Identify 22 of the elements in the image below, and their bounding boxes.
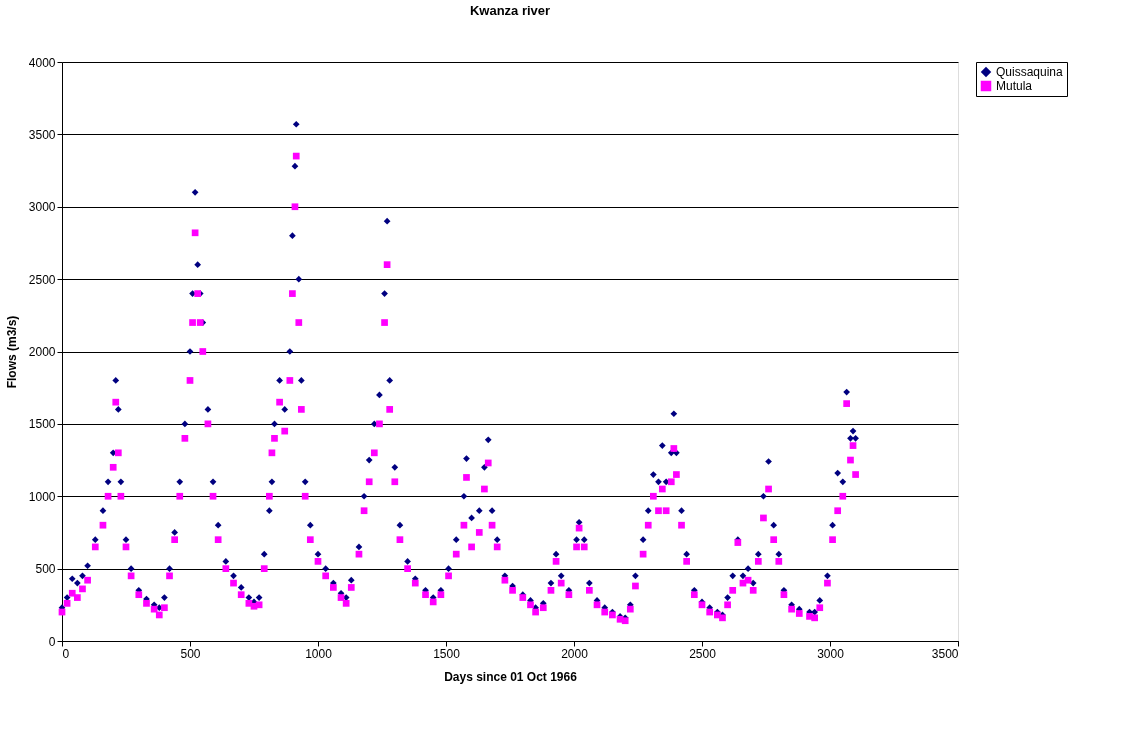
x-tick-label: 500	[180, 646, 201, 661]
y-tick-label: 2000	[28, 345, 56, 359]
legend-label: Quissaquina	[996, 65, 1064, 79]
y-tick-label: 2500	[28, 272, 56, 287]
y-tick-label: 500	[35, 562, 56, 577]
x-tick-label: 0	[62, 646, 70, 661]
x-tick-label: 1500	[433, 646, 461, 661]
y-tick-label: 4000	[28, 55, 56, 70]
x-axis-title: Days since 01 Oct 1966	[444, 669, 578, 684]
legend-label: Mutula	[996, 79, 1033, 93]
y-tick-label: 3500	[28, 127, 56, 142]
x-tick-label: 2000	[561, 646, 589, 661]
x-tick-label: 2500	[689, 646, 717, 661]
y-axis-title: Flows (m3/s)	[4, 315, 19, 389]
y-tick-label: 1500	[28, 417, 56, 432]
y-tick-label: 0	[48, 634, 56, 649]
x-tick-label: 1000	[305, 646, 333, 661]
x-tick-label: 3000	[817, 646, 845, 661]
y-tick-label: 1000	[28, 489, 56, 504]
chart-title: Kwanza river	[469, 3, 551, 18]
x-tick-label: 3500	[931, 646, 959, 661]
y-tick-label: 3000	[28, 200, 56, 215]
